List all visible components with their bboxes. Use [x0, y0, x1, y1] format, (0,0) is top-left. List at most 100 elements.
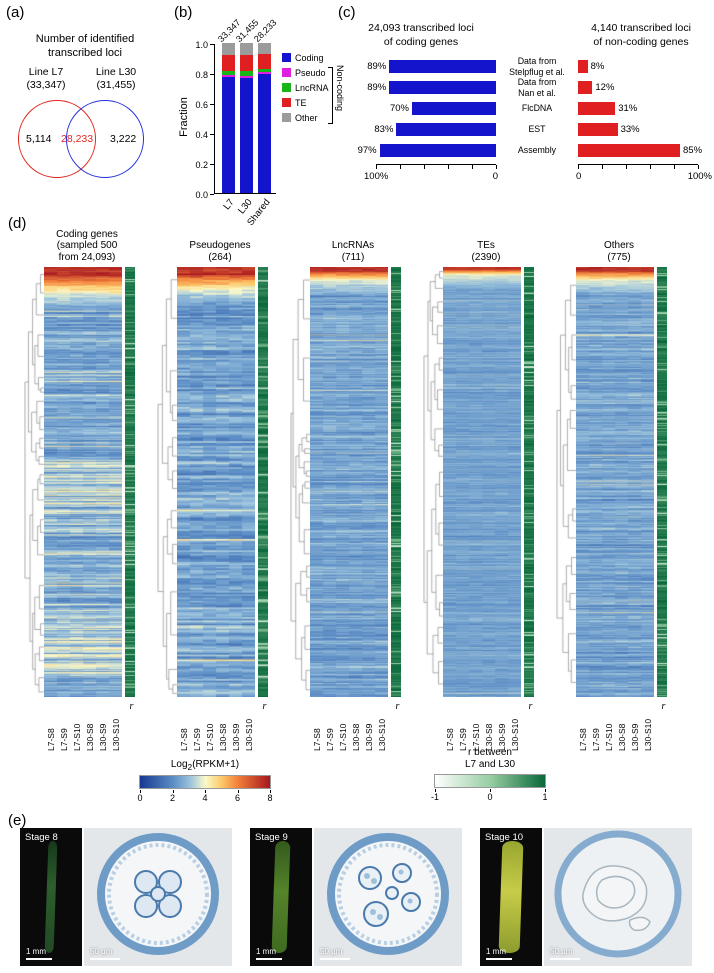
noncoding-bar-cell: 33% — [578, 123, 708, 136]
column-label-text: L7-S9 — [58, 728, 69, 751]
column-label-text: L30-S9 — [363, 723, 374, 751]
evidence-label: Data from Nan et al. — [517, 77, 557, 98]
legend-swatch — [282, 113, 291, 122]
axis-tick — [376, 165, 377, 169]
column-label-text: L30-S9 — [496, 723, 507, 751]
y-tick-mark — [210, 134, 214, 135]
noncoding-percent-label: 85% — [683, 145, 703, 156]
legend-item-other: Other — [282, 110, 329, 125]
colorbar-tick-label: 0 — [137, 792, 143, 803]
coding-bar-cell: 70% — [346, 102, 496, 115]
coding-bar-cell: 89% — [346, 81, 496, 94]
column-label-text: L7-S10 — [337, 723, 348, 751]
scale-bar-50um: 50 µm — [320, 947, 350, 960]
column-label-text: L7-S10 — [71, 723, 82, 751]
legend-label: TE — [295, 97, 307, 108]
coding-bar-cell: 97% — [346, 144, 496, 157]
benchmark-axes: 100% 0 0 100% — [346, 164, 712, 182]
dendrogram — [157, 267, 177, 697]
column-label-text: L7-S10 — [470, 723, 481, 751]
column-label: L7-S8 — [177, 699, 190, 751]
column-label: L30-S8 — [83, 699, 96, 751]
y-tick-mark — [210, 44, 214, 45]
column-label-text: L30-S10 — [376, 718, 387, 751]
coding-percent-label: 89% — [367, 82, 387, 93]
column-labels: L7-S8 L7-S9 L7-S10 L30-S8 L30-S9 L30-S10 r — [423, 697, 535, 751]
coding-percent-label: 83% — [374, 124, 394, 135]
column-label: L30-S8 — [615, 699, 628, 751]
y-tick-label: 1.0 — [195, 40, 208, 50]
expression-colorbar: Log2(RPKM+1) 0 2 4 6 8 — [130, 759, 280, 804]
legend-items: Coding Pseudo LncRNA TE Other — [282, 50, 329, 125]
cross-section-stage8: 50 µm — [84, 828, 232, 966]
legend-item-pseudo: Pseudo — [282, 65, 329, 80]
column-label: L30-S9 — [495, 699, 508, 751]
legend-item-te: TE — [282, 95, 329, 110]
panel-d-label: (d) — [8, 215, 27, 232]
colorbar-tick-mark — [140, 789, 141, 793]
bar-segment-other — [222, 42, 235, 55]
stage-image-groups: Stage 8 1 mm 50 µm — [20, 828, 692, 966]
column-label-text: L30-S8 — [84, 723, 95, 751]
column-label: L7-S8 — [310, 699, 323, 751]
coding-bar — [379, 144, 496, 157]
y-tick-label: 0.4 — [195, 130, 208, 140]
colorbar-tick-mark — [435, 789, 436, 792]
column-label-text: L30-S9 — [230, 723, 241, 751]
bar-segment-lncrna — [258, 68, 271, 73]
column-label-text: L7-S9 — [191, 728, 202, 751]
axis-tick — [472, 165, 473, 169]
noncoding-percent-label: 31% — [618, 103, 638, 114]
bar-segment-pseudo — [222, 74, 235, 77]
cross-section-illustration — [97, 833, 219, 955]
axis-label: 0 — [576, 171, 582, 182]
r-colorbar-ticks: -1 0 1 — [431, 789, 548, 803]
column-labels: L7-S8 L7-S9 L7-S10 L30-S8 L30-S9 L30-S10 r — [290, 697, 402, 751]
legend-item-coding: Coding — [282, 50, 329, 65]
column-label-text: L7-S9 — [457, 728, 468, 751]
column-label: L30-S9 — [96, 699, 109, 751]
column-label: L30-S10 — [109, 699, 122, 751]
dendrogram — [290, 267, 310, 697]
venn-left-set-label: Line L7 (33,347) — [10, 66, 82, 92]
stacked-bar-l7 — [222, 42, 235, 193]
scale-bar-1mm: 1 mm — [26, 947, 52, 960]
stage10-group: Stage 10 1 mm 50 µm — [480, 828, 692, 966]
dendrogram — [24, 267, 44, 697]
column-label-text: L30-S10 — [509, 718, 520, 751]
correlation-column — [258, 267, 268, 697]
bar-segment-coding — [222, 76, 235, 193]
legend: Coding Pseudo LncRNA TE Other Non-coding — [282, 50, 345, 125]
colorbar-tick-mark — [490, 789, 491, 792]
column-label-text: L30-S8 — [616, 723, 627, 751]
bar-segment-other — [258, 43, 271, 54]
coding-chart-title: 24,093 transcribed loci of coding genes — [368, 22, 474, 48]
expression-heatmap — [310, 267, 388, 697]
panel-c-benchmark-bars: (c) 24,093 transcribed loci of coding ge… — [338, 0, 714, 212]
legend-swatch — [282, 68, 291, 77]
column-label: L30-S9 — [628, 699, 641, 751]
stage8-group: Stage 8 1 mm 50 µm — [20, 828, 232, 966]
column-label-text: L30-S8 — [350, 723, 361, 751]
colorbar-tick-mark — [205, 789, 206, 793]
axis-tick — [650, 165, 651, 169]
noncoding-bar — [578, 123, 618, 136]
noncoding-bar-cell: 8% — [578, 60, 708, 73]
column-label: L30-S8 — [482, 699, 495, 751]
heatmap-group-pseudogenes: Pseudogenes (264) L7-S8 L7-S9 L7-S10 L30-S8… — [157, 221, 269, 751]
stage-name: Stage 9 — [255, 832, 288, 843]
heatmap-title: Pseudogenes (264) — [189, 240, 251, 264]
legend-label: Pseudo — [295, 67, 326, 78]
expression-colorbar-title: Log2(RPKM+1) — [170, 759, 240, 772]
coding-bar — [389, 81, 496, 94]
cross-section-stage9: 50 µm — [314, 828, 462, 966]
venn-right-only-count: 3,222 — [110, 133, 137, 145]
venn-title: Number of identified transcribed loci — [35, 33, 135, 60]
axis-tick — [400, 165, 401, 169]
heatmap-title: LncRNAs (711) — [331, 240, 375, 264]
expression-heatmap — [44, 267, 122, 697]
spike-illustration — [498, 840, 524, 954]
spike-photo-stage10: Stage 10 1 mm — [480, 828, 542, 966]
column-labels: L7-S8 L7-S9 L7-S10 L30-S8 L30-S9 L30-S10 r — [556, 697, 668, 751]
